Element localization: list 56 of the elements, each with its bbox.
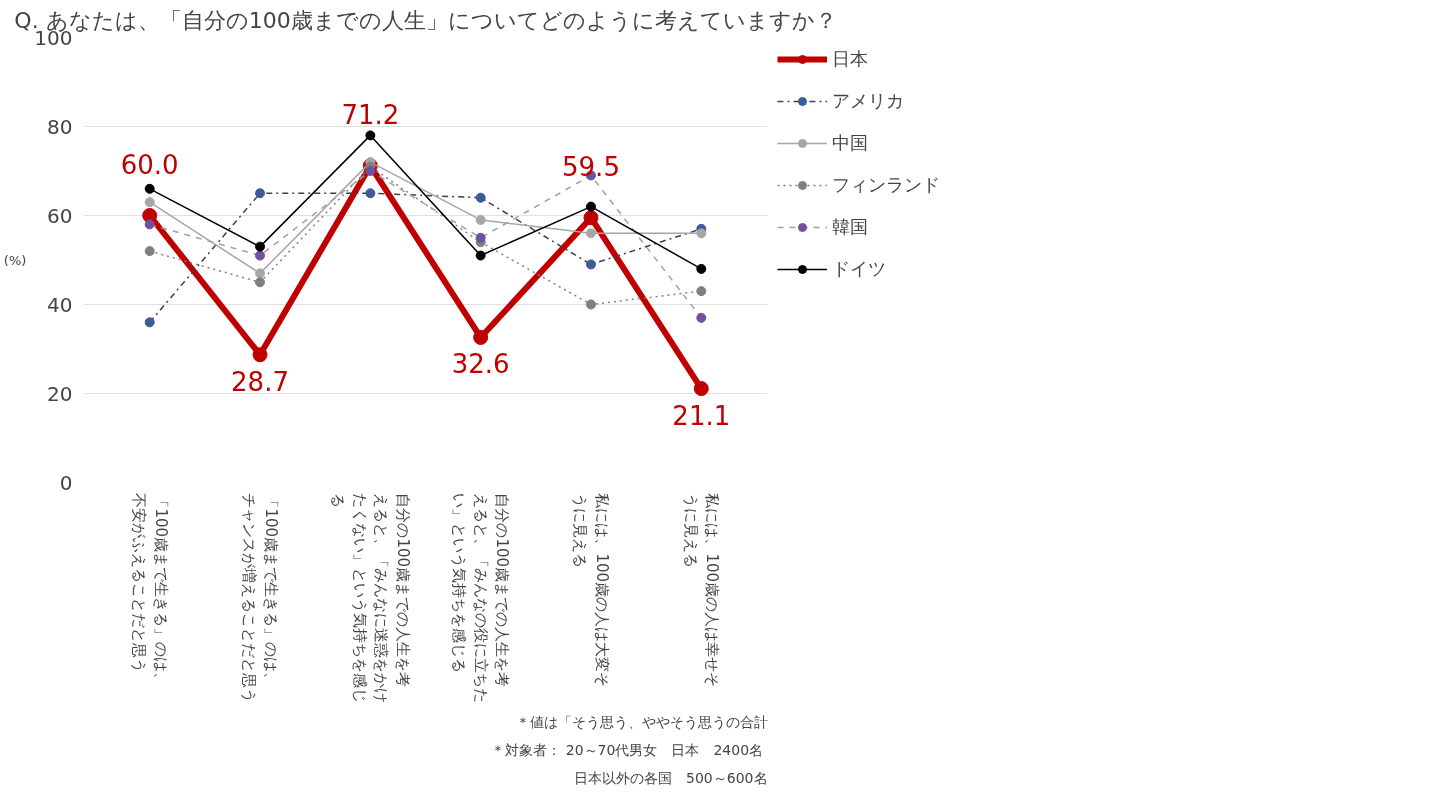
- point: [693, 381, 709, 397]
- point: [255, 268, 266, 279]
- y-tick-label: 40: [47, 292, 73, 317]
- point: [585, 259, 596, 270]
- point: [365, 166, 376, 176]
- legend-label: ドイツ: [832, 257, 886, 281]
- point: [365, 188, 376, 199]
- text: ＊値は「そう思う、ややそう思うの合計: [515, 713, 768, 730]
- x-tick-label: 自分の100歳までの人生を考えると、「みんなに迷惑をかけたくない」という気持ちを感じる: [328, 493, 412, 704]
- point: [583, 210, 599, 226]
- point: [585, 201, 596, 212]
- point: [475, 250, 486, 261]
- point: [255, 250, 266, 261]
- legend-label: 中国: [832, 131, 868, 155]
- data-label: 28.7: [231, 366, 289, 397]
- point: [255, 277, 266, 288]
- x-tick-label: 「100歳まで生きる」のは、不安がふえることだと思う: [129, 493, 170, 688]
- legend-label: 韓国: [832, 215, 868, 239]
- point: [585, 228, 596, 239]
- point: [144, 197, 155, 208]
- x-tick-label: 自分の100歳までの人生を考えると、「みんなの役に立ちたい」という気持ちを感じる: [450, 493, 512, 704]
- legend-label: フィンランド: [832, 173, 940, 197]
- point: [696, 312, 707, 323]
- point: [475, 192, 486, 203]
- x-tick-label: 私には、100歳の人は幸せそうに見える: [681, 493, 722, 688]
- point: [252, 347, 268, 363]
- point: [365, 130, 376, 141]
- legend-label: アメリカ: [832, 89, 904, 113]
- point: [144, 219, 155, 230]
- data-label: 60.0: [120, 149, 179, 180]
- y-tick-label: 80: [47, 114, 73, 139]
- point: [144, 317, 155, 328]
- y-tick-label: 60: [47, 203, 73, 228]
- point: [475, 214, 486, 225]
- x-tick-label: 「100歳まで生きる」のは、チャンスが増えることだと思う: [240, 493, 280, 704]
- legend-label: 日本: [832, 47, 868, 71]
- data-label: 59.5: [562, 151, 620, 182]
- text: 日本以外の各国 500～600名: [574, 769, 768, 786]
- point: [585, 299, 596, 310]
- point: [696, 286, 707, 297]
- y-tick-label: 20: [47, 381, 73, 406]
- point: [473, 329, 489, 345]
- x-tick-label: 私には、100歳の人は大変そうに見える: [571, 493, 611, 688]
- point: [475, 232, 486, 243]
- point: [255, 188, 266, 199]
- point: [696, 228, 707, 239]
- data-label: 71.2: [341, 99, 400, 130]
- point: [696, 263, 707, 274]
- y-tick-label: 0: [59, 470, 73, 495]
- y-axis-title: (%): [3, 252, 27, 268]
- point: [144, 183, 155, 194]
- point: [255, 241, 266, 252]
- data-label: 21.1: [672, 400, 731, 431]
- point: [144, 246, 155, 257]
- data-label: 32.6: [451, 349, 510, 380]
- text: ＊対象者： 20～70代男女 日本 2400名: [491, 741, 764, 758]
